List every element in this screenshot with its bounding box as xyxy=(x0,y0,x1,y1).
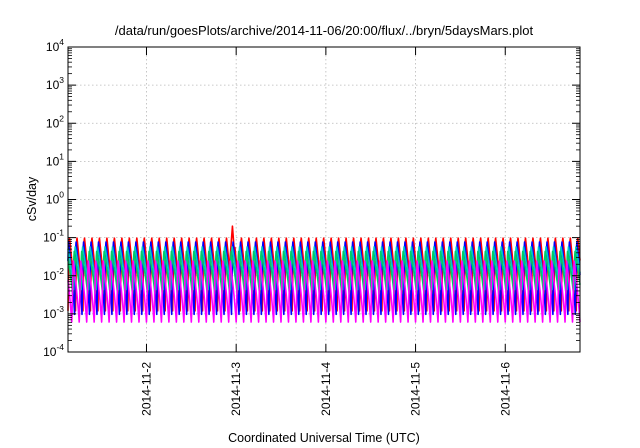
chart-title: /data/run/goesPlots/archive/2014-11-06/2… xyxy=(115,23,534,38)
y-tick-labels: 10-4 10-3 10-2 10-1 100 101 102 103 104 xyxy=(43,37,64,359)
y-tick-label: 10-3 xyxy=(43,304,64,321)
x-tick-labels: 2014-11-2 2014-11-3 2014-11-4 2014-11-5 2014… xyxy=(139,362,512,416)
x-tick-label: 2014-11-6 xyxy=(498,362,512,416)
y-tick-label: 10-1 xyxy=(43,228,64,245)
y-tick-label: 103 xyxy=(46,75,64,92)
y-tick-label: 10-4 xyxy=(43,342,64,359)
series-line xyxy=(67,250,581,295)
y-tick-label: 100 xyxy=(46,190,64,207)
x-tick-label: 2014-11-3 xyxy=(229,362,243,416)
ticks xyxy=(68,46,580,353)
series-line xyxy=(67,260,581,323)
series-line xyxy=(67,225,581,312)
y-tick-label: 10-2 xyxy=(43,266,64,283)
y-tick-label: 102 xyxy=(46,113,64,130)
x-tick-label: 2014-11-2 xyxy=(139,362,153,416)
x-tick-label: 2014-11-4 xyxy=(319,362,333,416)
x-axis-label: Coordinated Universal Time (UTC) xyxy=(228,431,420,445)
x-tick-label: 2014-11-5 xyxy=(409,362,423,416)
series-group xyxy=(67,225,581,323)
y-tick-label: 101 xyxy=(46,151,64,168)
series-line xyxy=(67,246,581,291)
y-tick-label: 104 xyxy=(46,37,64,54)
y-axis-label: cSv/day xyxy=(25,176,39,221)
